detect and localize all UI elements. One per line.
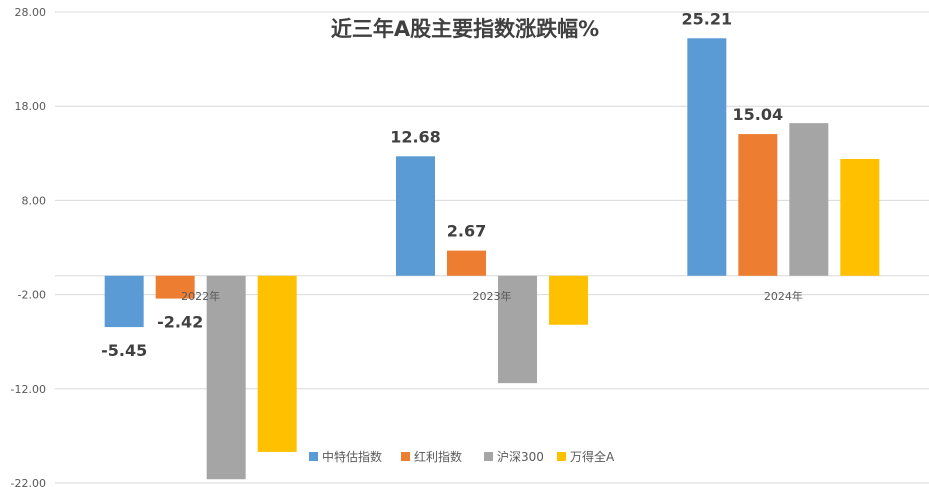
legend-swatch [401,452,410,461]
legend-swatch [309,452,318,461]
chart-title: 近三年A股主要指数涨跌幅% [331,17,599,41]
data-label: 12.68 [390,127,441,146]
legend-label: 万得全A [570,449,615,464]
y-tick-label: -12.00 [11,383,46,396]
legend-swatch [484,452,493,461]
y-tick-label: 8.00 [22,194,47,207]
category-label: 2023年 [473,289,512,303]
bar [687,38,727,276]
bar [738,134,778,276]
legend-label: 沪深300 [497,450,544,464]
category-label: 2022年 [181,289,220,303]
bar [396,156,435,276]
category-labels: 2022年 2023年 2024年 [181,289,803,303]
data-labels: -5.45 -2.42 12.68 2.67 25.21 15.04 [101,9,783,360]
bar [447,250,486,276]
bar [257,275,297,452]
data-label: 2.67 [447,222,486,241]
bar [549,275,588,325]
y-tick-label: 28.00 [15,6,47,19]
y-tick-label: 18.00 [15,100,47,113]
legend: 中特估指数 红利指数 沪深300 万得全A [309,449,615,464]
y-axis-ticks: 28.00 18.00 8.00 -2.00 -12.00 -22.00 [11,6,46,487]
y-tick-label: -22.00 [11,477,46,487]
bar [206,275,246,480]
bar [498,275,537,384]
legend-swatch [557,452,566,461]
gridlines [55,11,929,484]
bar [155,275,195,299]
data-label: 25.21 [682,9,733,28]
legend-label: 中特估指数 [322,449,382,464]
bar [840,158,880,276]
bar [789,123,829,276]
legend-label: 红利指数 [414,449,462,464]
y-tick-label: -2.00 [18,289,46,302]
category-label: 2024年 [764,289,803,303]
data-label: -2.42 [157,313,203,332]
data-label: 15.04 [733,105,784,124]
data-label: -5.45 [101,341,147,360]
bar [104,275,144,328]
bars [104,38,880,480]
